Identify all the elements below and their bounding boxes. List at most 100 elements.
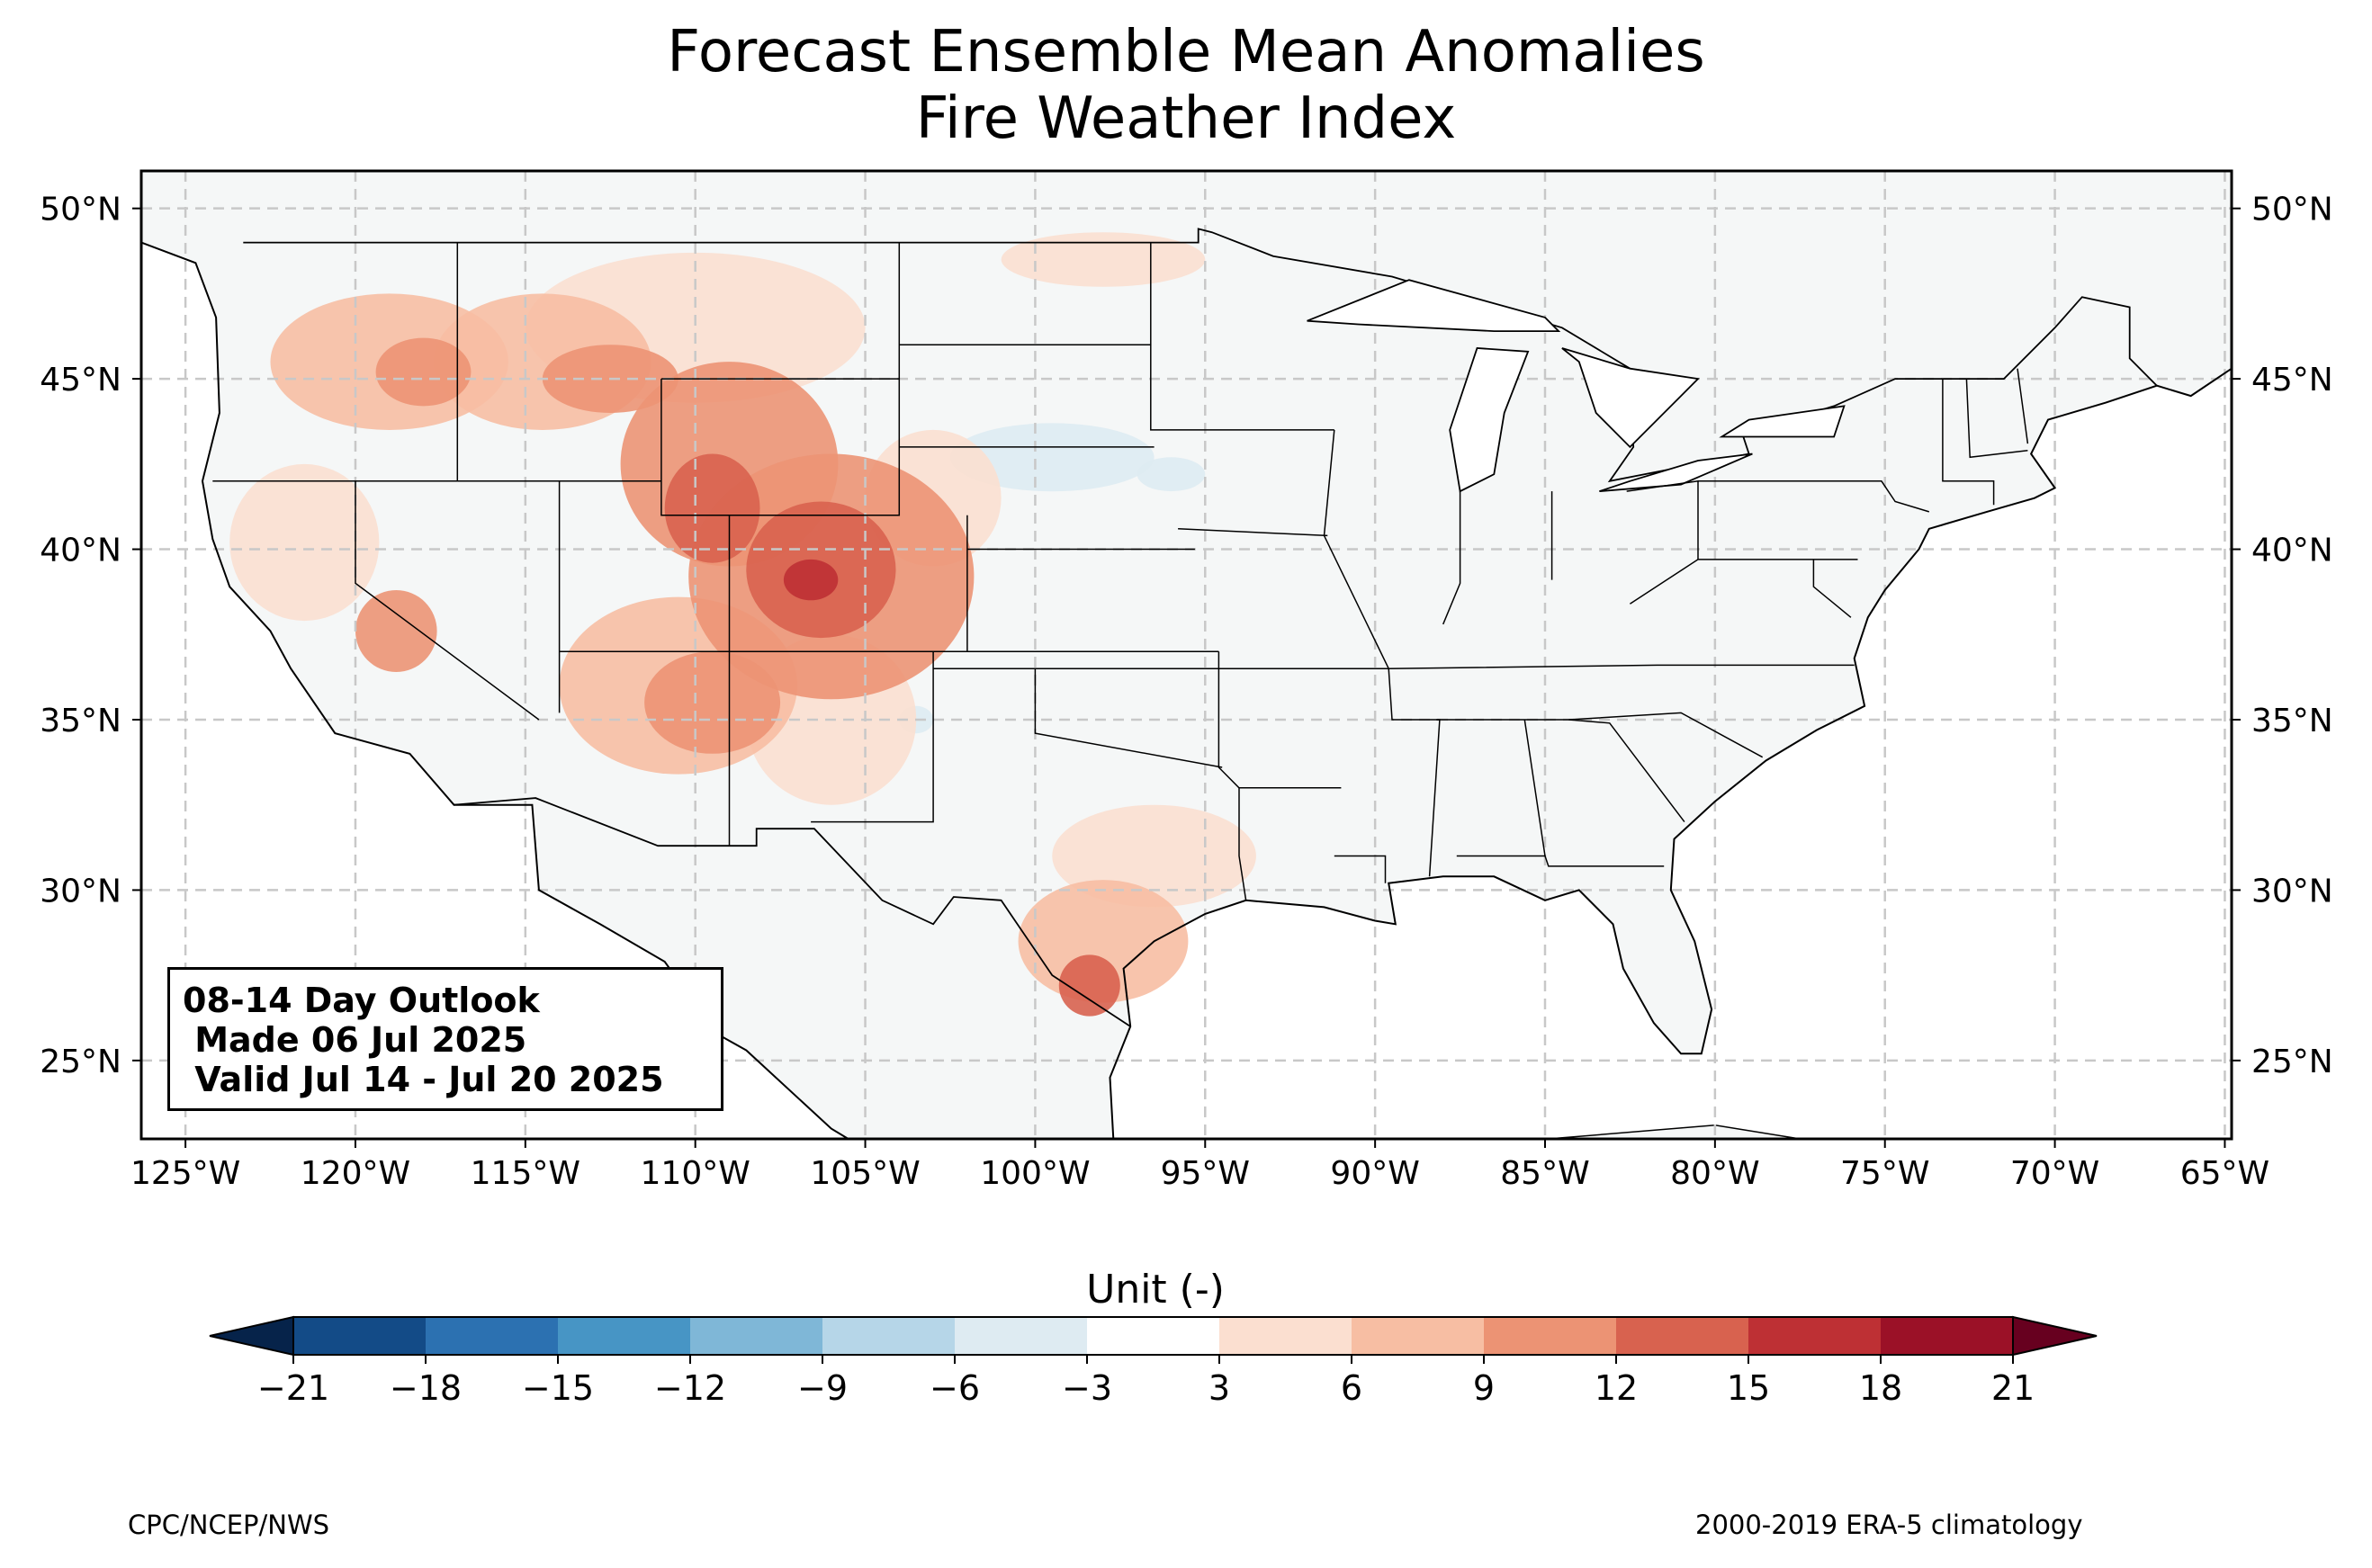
colorbar-tick-label: 21 bbox=[1991, 1368, 2035, 1408]
colorbar: −21 −18 −15 −12 −9 −6 −3 3 6 9 12 15 18 21 bbox=[209, 1315, 2098, 1408]
colorbar-tick-label: −18 bbox=[390, 1368, 462, 1408]
made-date: Made 06 Jul 2025 bbox=[183, 1020, 527, 1060]
state-border bbox=[1388, 664, 1855, 669]
lon-tick-label: 65°W bbox=[2180, 1155, 2269, 1192]
lon-tick-label: 105°W bbox=[810, 1155, 920, 1192]
anomaly-northern-arizona bbox=[644, 651, 781, 754]
anomaly-north-dakota bbox=[1001, 232, 1206, 287]
colorbar-outline bbox=[292, 1316, 2014, 1356]
anomaly-northern-california bbox=[229, 463, 380, 622]
anomaly-colorado-peak bbox=[783, 559, 839, 601]
colorbar-swatch bbox=[955, 1317, 1088, 1355]
lon-tick-label: 85°W bbox=[1500, 1155, 1589, 1192]
colorbar-tick-label: 6 bbox=[1341, 1368, 1362, 1408]
colorbar-swatch bbox=[426, 1317, 559, 1355]
colorbar-swatch bbox=[1352, 1317, 1485, 1355]
lat-tick-label-right: 25°N bbox=[2251, 1044, 2333, 1080]
colorbar-swatch bbox=[1881, 1317, 2014, 1355]
state-border bbox=[811, 651, 934, 823]
lon-tick-label: 70°W bbox=[2010, 1155, 2099, 1192]
state-border bbox=[1568, 719, 1685, 823]
anomaly-eastern-oregon bbox=[375, 337, 472, 407]
colorbar-tick-label: 9 bbox=[1473, 1368, 1495, 1408]
valid-range: Valid Jul 14 - Jul 20 2025 bbox=[183, 1060, 664, 1099]
state-border bbox=[1698, 480, 1930, 513]
title-line-1: Forecast Ensemble Mean Anomalies bbox=[667, 19, 1705, 85]
state-border bbox=[1965, 379, 2028, 459]
colorbar-swatch bbox=[1484, 1317, 1617, 1355]
state-border bbox=[660, 378, 901, 516]
state-border bbox=[2017, 368, 2029, 444]
lat-tick-label-left: 30°N bbox=[40, 873, 121, 909]
coastline bbox=[141, 241, 2232, 1139]
state-border bbox=[1544, 856, 1665, 867]
great-lake bbox=[1719, 405, 1846, 438]
lat-tick-label-left: 25°N bbox=[40, 1044, 121, 1080]
state-border bbox=[1178, 528, 1328, 537]
lon-tick-label: 100°W bbox=[980, 1155, 1090, 1192]
lon-tick-label: 115°W bbox=[471, 1155, 580, 1192]
colorbar-tick-label: 12 bbox=[1595, 1368, 1638, 1408]
state-border bbox=[1626, 479, 1699, 605]
gridlines bbox=[141, 171, 2232, 1139]
great-lake bbox=[1561, 347, 1700, 449]
coastlines-and-borders bbox=[141, 228, 2232, 1139]
colorbar-extend-high bbox=[2012, 1315, 2098, 1357]
colorbar-swatch bbox=[1616, 1317, 1749, 1355]
colorbar-swatch bbox=[558, 1317, 691, 1355]
anomaly-sw-wyoming-ne-utah bbox=[664, 453, 760, 563]
credit-left: CPC/NCEP/NWS bbox=[128, 1510, 330, 1540]
colorbar-title: Unit (-) bbox=[1086, 1267, 1225, 1313]
outlook-period: 08-14 Day Outlook bbox=[183, 981, 540, 1020]
lon-tick-label: 80°W bbox=[1670, 1155, 1759, 1192]
lat-tick-label-left: 50°N bbox=[40, 192, 121, 228]
state-border bbox=[1334, 855, 1387, 883]
lon-tick-label: 90°W bbox=[1330, 1155, 1419, 1192]
colorbar-tick-label: 18 bbox=[1859, 1368, 1902, 1408]
lat-tick-label-right: 45°N bbox=[2251, 362, 2333, 399]
anomaly-south-texas-core bbox=[1058, 954, 1120, 1017]
lat-tick-label-left: 45°N bbox=[40, 362, 121, 399]
colorbar-tick-label: −3 bbox=[1062, 1368, 1112, 1408]
lat-tick-label-right: 40°N bbox=[2251, 533, 2333, 569]
great-lake bbox=[1449, 347, 1530, 493]
colorbar-swatch bbox=[1748, 1317, 1882, 1355]
great-lake bbox=[1307, 279, 1561, 333]
credit-right: 2000-2019 ERA-5 climatology bbox=[1695, 1510, 2083, 1540]
state-border bbox=[355, 480, 540, 721]
state-border bbox=[1442, 491, 1461, 625]
colorbar-tick-label: −9 bbox=[797, 1368, 848, 1408]
colorbar-tick-label: −15 bbox=[522, 1368, 594, 1408]
anomaly-nebraska-south-dakota bbox=[950, 423, 1155, 492]
lat-tick-label-right: 50°N bbox=[2251, 192, 2333, 228]
lat-tick-label-left: 40°N bbox=[40, 533, 121, 569]
state-border bbox=[1323, 429, 1441, 877]
lon-tick-label: 75°W bbox=[1840, 1155, 1929, 1192]
title-line-2: Fire Weather Index bbox=[915, 85, 1457, 152]
colorbar-swatch bbox=[822, 1317, 956, 1355]
lat-tick-label-left: 35°N bbox=[40, 703, 121, 739]
lon-tick-label: 125°W bbox=[130, 1155, 240, 1192]
colorbar-tick-label: 3 bbox=[1208, 1368, 1230, 1408]
map-frame bbox=[139, 169, 2233, 1141]
lon-tick-label: 110°W bbox=[641, 1155, 750, 1192]
axis-ticks: 125°W 120°W 115°W 110°W 105°W 100°W 95°W 90°W 85… bbox=[40, 192, 2333, 1192]
colorbar-swatch bbox=[293, 1317, 427, 1355]
state-border bbox=[1034, 668, 1223, 768]
state-border bbox=[1436, 712, 1764, 758]
colorbar-tick-label: −21 bbox=[257, 1368, 329, 1408]
lat-tick-label-right: 35°N bbox=[2251, 703, 2333, 739]
outlook-info-box: 08-14 Day Outlook Made 06 Jul 2025 Valid… bbox=[167, 967, 723, 1111]
state-border bbox=[1812, 559, 1852, 618]
anomaly-southeast-nebraska bbox=[1137, 457, 1206, 492]
anomaly-south-texas bbox=[1018, 880, 1189, 1003]
state-border bbox=[1150, 242, 1334, 431]
lon-tick-label: 95°W bbox=[1161, 1155, 1250, 1192]
anomaly-sierra-nevada bbox=[355, 590, 437, 672]
lon-tick-label: 120°W bbox=[301, 1155, 410, 1192]
colorbar-tick-label: −12 bbox=[654, 1368, 726, 1408]
colorbar-swatch bbox=[690, 1317, 823, 1355]
us-mexico-border bbox=[454, 797, 1131, 1027]
colorbar-swatch bbox=[1087, 1317, 1220, 1355]
